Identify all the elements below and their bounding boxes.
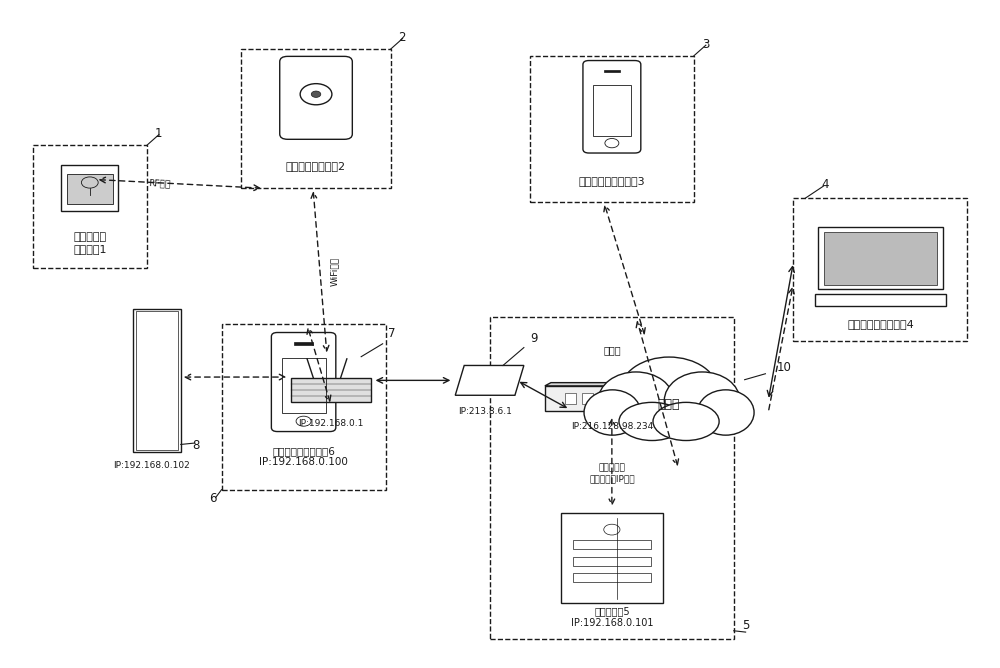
Bar [573,556,651,566]
Text: 10: 10 [776,361,791,374]
Bar [793,198,967,341]
Text: 7: 7 [388,327,396,340]
Text: 远程语音控制用电脑4: 远程语音控制用电脑4 [847,319,914,329]
Bar [573,540,651,549]
FancyBboxPatch shape [583,61,641,153]
FancyBboxPatch shape [280,56,352,140]
Bar [33,145,147,268]
Text: WiFi传输: WiFi传输 [330,257,339,287]
Bar [291,378,371,402]
Ellipse shape [619,402,685,440]
Text: 室内语音控制用手机6
IP:192.168.0.100: 室内语音控制用手机6 IP:192.168.0.100 [259,446,348,468]
Text: 8: 8 [193,439,200,452]
Bar [635,393,645,404]
Text: 云端服务器5
IP:192.168.0.101: 云端服务器5 IP:192.168.0.101 [571,606,653,628]
Text: 6: 6 [210,492,217,504]
Ellipse shape [653,402,719,440]
Ellipse shape [664,372,740,430]
Bar [600,393,611,404]
Ellipse shape [584,390,641,435]
Bar [222,324,386,490]
Ellipse shape [598,372,674,430]
Text: 9: 9 [530,331,537,345]
Text: IP:192.168.0.102: IP:192.168.0.102 [114,461,190,470]
Text: 路由器: 路由器 [603,345,621,355]
Polygon shape [679,383,685,411]
Bar [604,70,620,72]
Bar [545,386,679,411]
Bar [61,165,118,211]
Bar [617,393,628,404]
Text: 4: 4 [821,178,829,191]
Text: 远程语音控制用手机3: 远程语音控制用手机3 [579,176,645,186]
Text: 5: 5 [742,619,749,632]
Text: 1: 1 [155,128,162,140]
Text: IP:192.168.0.1: IP:192.168.0.1 [298,419,364,428]
Text: 分体式语音控制器2: 分体式语音控制器2 [286,161,346,171]
Bar [818,227,943,289]
Bar [561,514,663,603]
Text: 内置式语音
控制模块1: 内置式语音 控制模块1 [73,232,107,254]
Bar [294,343,313,345]
Bar [824,232,937,285]
Text: 路由器映射
云端服务器IP地址: 路由器映射 云端服务器IP地址 [589,464,635,483]
Bar [582,393,593,404]
Bar [593,85,631,136]
Text: IP:213.8.6.1: IP:213.8.6.1 [458,407,512,416]
Bar [530,55,694,202]
Ellipse shape [620,357,718,426]
Bar [133,309,181,452]
Text: 2: 2 [399,31,406,44]
Bar [573,572,651,582]
Bar [490,317,734,639]
Circle shape [300,84,332,105]
FancyBboxPatch shape [271,333,336,432]
Text: IP:216.128.98.234: IP:216.128.98.234 [571,422,653,431]
Bar [815,294,946,307]
Text: RF传输: RF传输 [148,179,171,189]
Circle shape [311,91,321,98]
Polygon shape [455,365,524,395]
Text: 互联网: 互联网 [658,398,680,411]
Polygon shape [545,383,685,386]
Text: 3: 3 [702,38,709,51]
Bar [565,393,576,404]
Bar [241,49,391,188]
Bar [67,174,113,204]
Bar [652,393,663,404]
Circle shape [81,177,98,188]
Bar [282,358,326,413]
Bar [136,311,178,450]
Ellipse shape [697,390,754,435]
